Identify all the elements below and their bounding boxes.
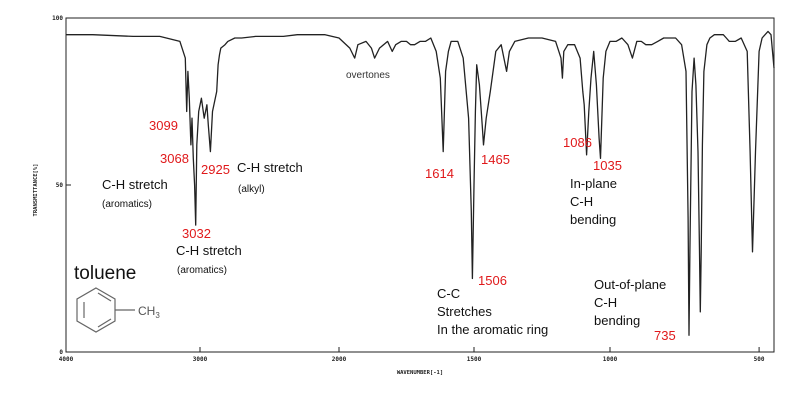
inplane-bending-label-line2: C-H (570, 194, 593, 209)
ch-aromatic-sub-label-2: (aromatics) (177, 265, 227, 276)
x-axis-title: WAVENUMBER[-1] (397, 370, 443, 376)
oop-bending-label-line2: C-H (594, 295, 617, 310)
y-tick-label: 50 (56, 182, 64, 189)
axis-ticks (65, 17, 760, 353)
peak-label-3099: 3099 (149, 118, 178, 133)
oop-bending-label-line1: Out-of-plane (594, 277, 666, 292)
cc-stretch-label-line3: In the aromatic ring (437, 322, 548, 337)
x-tick-label: 500 (754, 356, 765, 363)
peak-label-3068: 3068 (160, 151, 189, 166)
ch-aromatic-stretch-label-2: C-H stretch (176, 243, 242, 258)
cc-stretch-label-line1: C-C (437, 286, 460, 301)
overtones-label: overtones (346, 70, 390, 81)
peak-label-1465: 1465 (481, 152, 510, 167)
oop-bending-label-line3: bending (594, 313, 640, 328)
cc-stretch-label-line2: Stretches (437, 304, 492, 319)
inplane-bending-label-line1: In-plane (570, 176, 617, 191)
peak-label-735: 735 (654, 328, 676, 343)
x-tick-label: 1500 (467, 356, 482, 363)
x-tick-label: 4000 (59, 356, 74, 363)
inplane-bending-label-line3: bending (570, 212, 616, 227)
peak-label-2925: 2925 (201, 162, 230, 177)
ch-alkyl-stretch-label: C-H stretch (237, 160, 303, 175)
x-tick-label: 1000 (603, 356, 618, 363)
peak-label-1086: 1086 (563, 135, 592, 150)
peak-label-1035: 1035 (593, 158, 622, 173)
molecule-name: toluene (74, 263, 136, 284)
peak-label-3032: 3032 (182, 226, 211, 241)
y-tick-label: 0 (59, 349, 63, 356)
peak-label-1614: 1614 (425, 166, 454, 181)
spectrum-series-line (66, 30, 775, 336)
y-tick-label: 100 (52, 15, 63, 22)
peak-label-1506: 1506 (478, 273, 507, 288)
methyl-group-label: CH3 (138, 304, 160, 320)
plot-frame (65, 17, 775, 353)
axis-tick-labels: 4000 3000 2000 1500 1000 500 0 50 100 (52, 15, 765, 363)
x-tick-label: 3000 (193, 356, 208, 363)
ch-aromatic-sub-label: (aromatics) (102, 199, 152, 210)
y-axis-title: TRANSMITTANCE[%] (33, 164, 39, 217)
ch-alkyl-sub-label: (alkyl) (238, 184, 265, 195)
x-tick-label: 2000 (332, 356, 347, 363)
ch-aromatic-stretch-label: C-H stretch (102, 177, 168, 192)
toluene-structure-icon (76, 287, 135, 333)
